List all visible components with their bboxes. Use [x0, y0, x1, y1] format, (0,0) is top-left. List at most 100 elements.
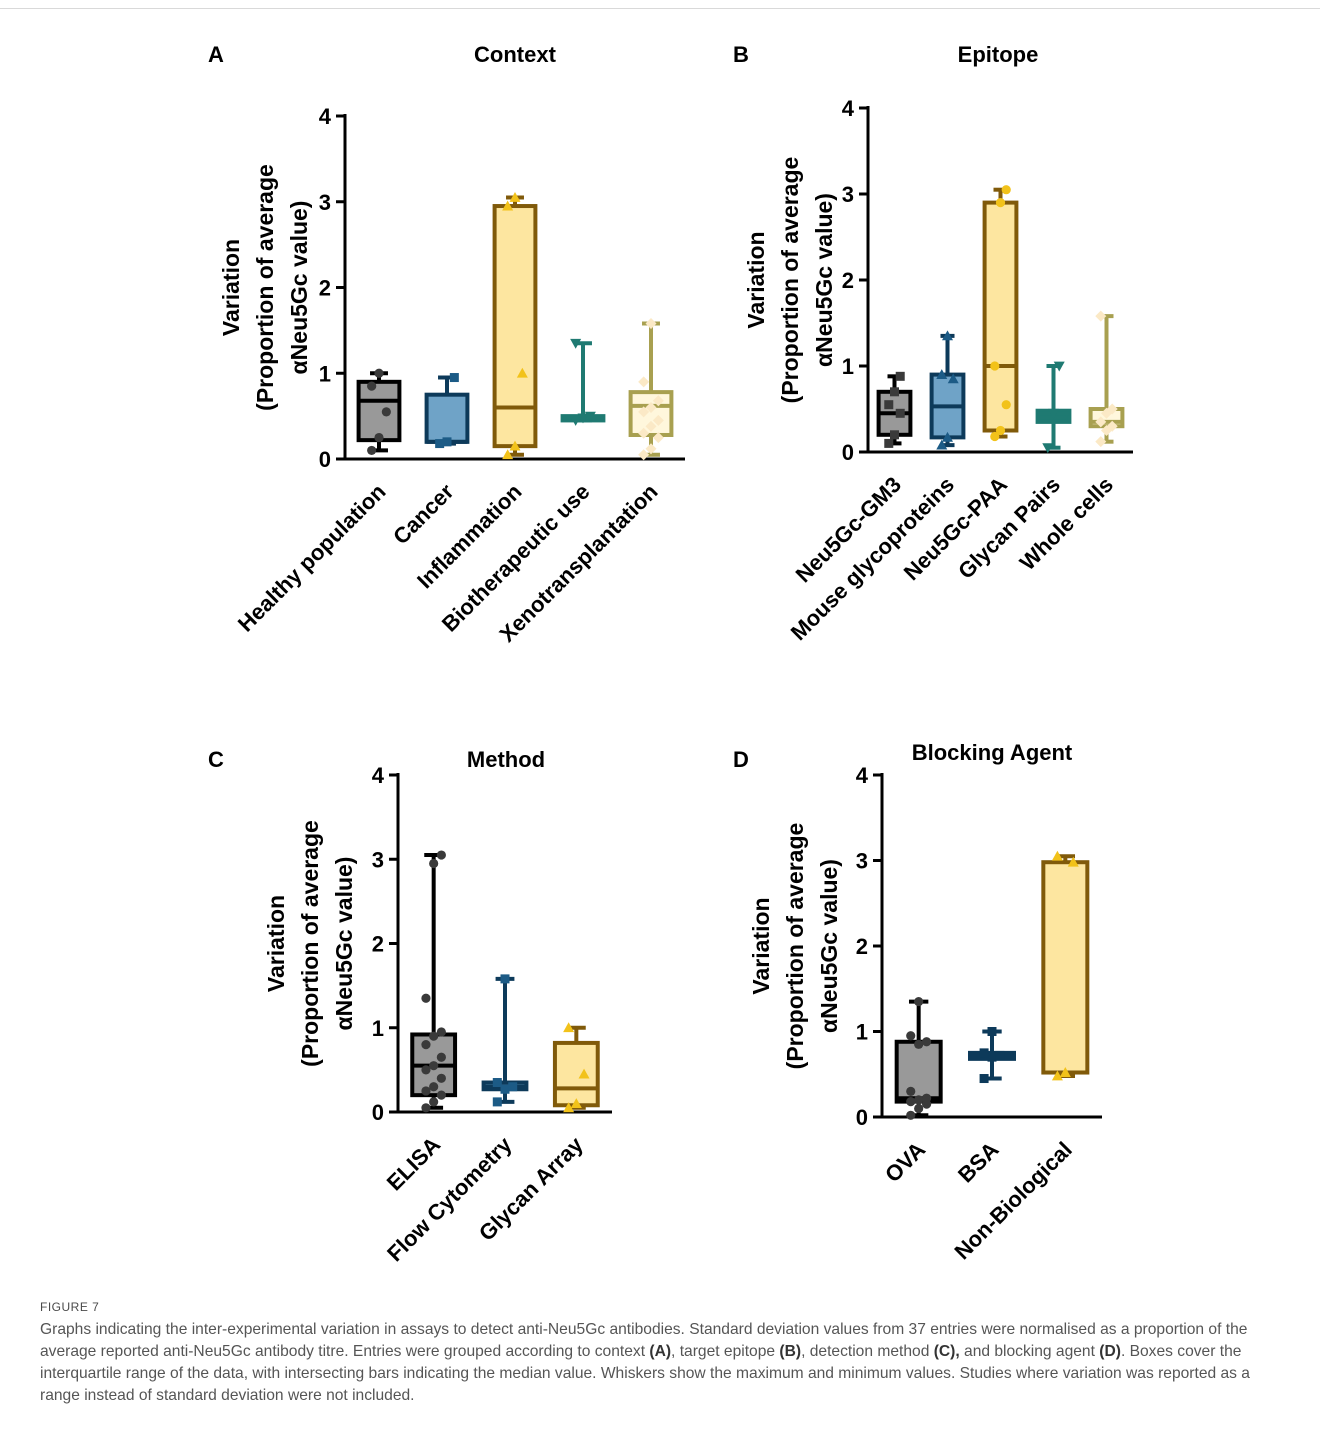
data-point [645, 402, 657, 414]
data-point [906, 1031, 916, 1041]
data-point [914, 1103, 924, 1114]
data-point [652, 395, 664, 407]
data-point [947, 373, 959, 384]
data-point [895, 408, 905, 418]
y-axis-label-line: αNeu5Gc value) [286, 201, 312, 375]
panel-letter: D [733, 747, 749, 772]
y-tick-label: 1 [319, 361, 331, 386]
y-tick-label: 3 [319, 190, 331, 215]
iqr-box [1041, 860, 1090, 1075]
data-point [577, 413, 589, 424]
data-point [570, 416, 582, 426]
y-tick-label: 0 [842, 440, 854, 465]
panel-letter: A [208, 42, 224, 67]
box-3 [552, 1022, 600, 1113]
data-point [570, 338, 582, 349]
data-point [895, 371, 905, 381]
data-point [1051, 1070, 1063, 1081]
chart-title: Context [474, 42, 557, 67]
data-point [508, 1082, 518, 1092]
y-axis-label-line: Variation [743, 231, 769, 328]
y-tick-label: 0 [372, 1100, 384, 1125]
data-point [492, 1097, 502, 1107]
data-point [638, 449, 650, 461]
data-point [995, 1050, 1005, 1060]
data-point [638, 406, 650, 418]
data-point [435, 439, 445, 449]
panel-a: A Context Variation (Proportion of average α… [208, 42, 685, 647]
data-point [884, 438, 894, 448]
data-point [1059, 1067, 1071, 1077]
data-point [578, 1068, 590, 1079]
data-point [500, 1084, 510, 1094]
caption-panel-ref: (B) [779, 1343, 802, 1360]
data-point [436, 1052, 446, 1062]
y-axis-label-line: (Proportion of average [252, 164, 278, 411]
caption-run: , target epitope [671, 1343, 780, 1360]
chart-title: Blocking Agent [912, 740, 1073, 765]
y-tick-label: 1 [372, 1016, 384, 1041]
category-label: Flow Cytometry [382, 1131, 517, 1266]
y-axis-label-line: Variation [748, 897, 774, 994]
data-point [421, 1086, 431, 1096]
data-point [1095, 416, 1107, 428]
y-tick-label: 3 [372, 847, 384, 872]
data-point [449, 373, 459, 383]
top-rule [0, 8, 1320, 9]
iqr-box [492, 204, 538, 449]
data-point [1095, 310, 1107, 322]
data-point [381, 407, 391, 417]
box-1 [894, 996, 943, 1120]
data-point [645, 420, 657, 432]
iqr-box [424, 392, 470, 444]
data-point [367, 381, 377, 391]
data-point [987, 1052, 997, 1062]
data-point [429, 858, 439, 869]
data-point [1106, 420, 1118, 432]
data-point [502, 200, 514, 211]
box-3 [1041, 850, 1090, 1081]
y-axis-label: Variation (Proportion of average αNeu5Gc v… [748, 823, 842, 1070]
data-point [936, 369, 948, 379]
caption-panel-ref: (C), [933, 1343, 960, 1360]
data-point [979, 1048, 989, 1058]
y-axis-label: Variation (Proportion of average αNeu5Gc v… [263, 820, 357, 1067]
data-point [436, 1073, 446, 1083]
caption-run: , detection method [801, 1343, 934, 1360]
data-point [942, 431, 953, 442]
y-tick-label: 2 [372, 932, 384, 957]
y-tick-label: 0 [319, 447, 331, 472]
panel-d: D Blocking Agent Variation (Proportion of a… [733, 740, 1102, 1264]
data-point [884, 400, 894, 410]
data-point [563, 1102, 575, 1113]
box-5 [628, 318, 674, 461]
data-point [492, 1078, 502, 1088]
caption-run: . Boxes cover the interquartile range of… [40, 1343, 1250, 1404]
data-point [367, 445, 377, 456]
box-1 [410, 850, 458, 1113]
chart-title: Method [467, 747, 545, 772]
data-point [979, 1074, 989, 1084]
data-point [421, 1103, 431, 1113]
data-point [921, 1093, 932, 1103]
box-2 [929, 330, 966, 450]
data-point [995, 198, 1006, 208]
y-tick-label: 3 [842, 182, 854, 207]
data-point [421, 1040, 431, 1050]
box-1 [356, 368, 402, 456]
y-tick-label: 3 [856, 849, 868, 874]
figure-canvas: A Context Variation (Proportion of average α… [208, 42, 1133, 1266]
box-4 [1035, 361, 1072, 454]
y-axis-label-line: (Proportion of average [777, 157, 803, 404]
data-point [421, 993, 431, 1003]
data-point [1048, 408, 1059, 419]
data-point [942, 330, 953, 341]
panel-c: C Method Variation (Proportion of average αN… [208, 747, 612, 1266]
data-point [1053, 361, 1065, 372]
caption-run: Graphs indicating the inter-experimental… [40, 1321, 1248, 1360]
y-tick-label: 2 [856, 934, 868, 959]
iqr-box [894, 1039, 943, 1104]
figure-label: FIGURE 7 [40, 1300, 100, 1314]
y-tick-label: 1 [856, 1020, 868, 1045]
category-label: Healthy population [233, 479, 391, 637]
